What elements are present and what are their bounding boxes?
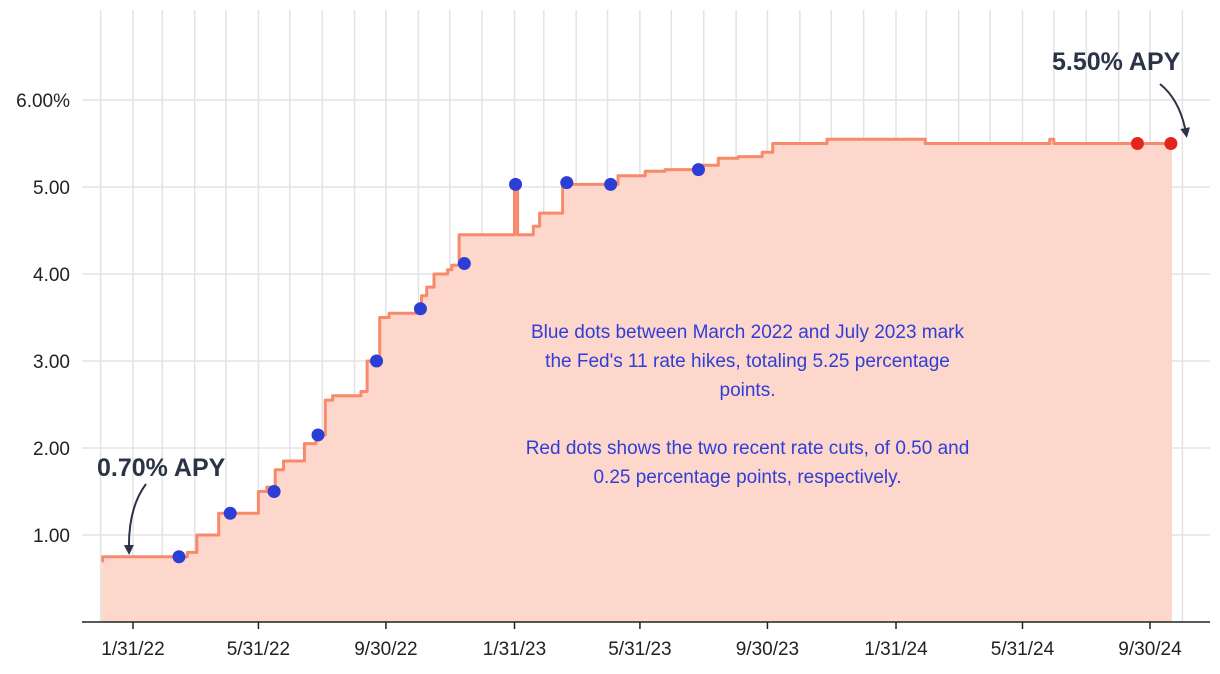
- rate-cut-dot: [1130, 137, 1144, 150]
- annotations: 0.70% APY 5.50% APY: [97, 48, 1191, 555]
- x-tick-label: 1/31/23: [483, 639, 546, 660]
- x-tick-label: 9/30/22: [354, 639, 417, 660]
- series-line: [101, 137, 1172, 563]
- rate-hike-dot: [311, 428, 325, 442]
- y-tick-label: 3.00: [33, 352, 70, 373]
- rate-hike-dot: [691, 163, 705, 177]
- y-tick-label: 2.00: [33, 439, 70, 460]
- series-area-fill: [101, 139, 1172, 622]
- end-apy-callout: 5.50% APY: [1052, 48, 1181, 76]
- end-apy-arrow: [1159, 83, 1191, 138]
- x-tick-label: 5/31/24: [991, 639, 1055, 660]
- rate-hike-dot: [172, 550, 186, 564]
- y-tick-label: 1.00: [33, 526, 70, 547]
- chart-note: Blue dots between March 2022 and July 20…: [520, 318, 975, 492]
- start-apy-callout: 0.70% APY: [97, 454, 226, 482]
- rate-hike-dot: [370, 354, 384, 368]
- rate-hike-dot: [560, 176, 574, 190]
- rate-hike-dot: [604, 177, 618, 191]
- x-tick-label: 5/31/22: [227, 639, 290, 660]
- x-tick-label: 9/30/24: [1118, 639, 1182, 660]
- note-rate-cuts: Red dots shows the two recent rate cuts,…: [525, 438, 970, 488]
- rate-hike-dot: [509, 177, 523, 191]
- rate-hike-dot: [267, 485, 281, 498]
- markers: [172, 137, 1178, 564]
- note-rate-hikes: Blue dots between March 2022 and July 20…: [530, 322, 965, 401]
- x-tick-label: 5/31/23: [608, 639, 671, 660]
- plot-area: [101, 137, 1172, 622]
- y-tick-label: 4.00: [33, 265, 70, 286]
- rate-cut-dot: [1164, 137, 1178, 150]
- x-tick-label: 1/31/24: [864, 639, 928, 660]
- axes: 1.00 2.00 3.00 4.00 5.00 6.00% 1/31/22 5/31/22 9…: [16, 91, 1210, 660]
- rate-hike-dot: [457, 257, 471, 271]
- start-apy-arrow: [123, 483, 147, 555]
- x-tick-label: 1/31/22: [101, 639, 164, 660]
- rate-hike-dot: [413, 302, 427, 316]
- y-tick-label: 6.00%: [16, 91, 70, 112]
- x-tick-label: 9/30/23: [736, 639, 799, 660]
- y-tick-label: 5.00: [33, 178, 70, 199]
- rate-hike-dot: [223, 506, 237, 520]
